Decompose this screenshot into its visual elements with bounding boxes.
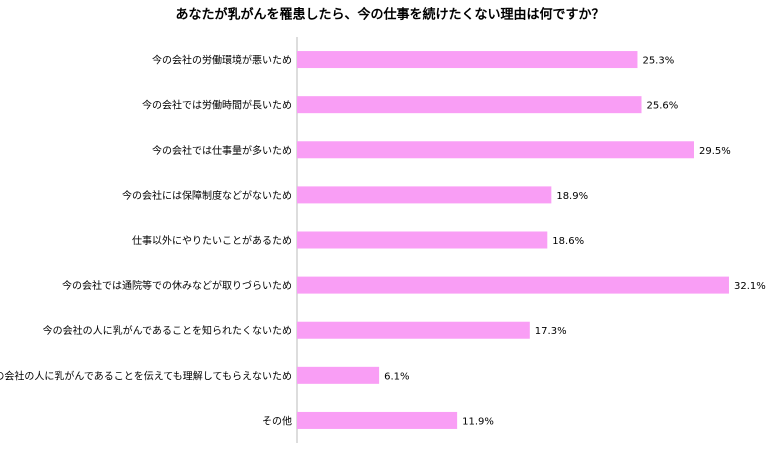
value-label: 29.5%: [699, 146, 731, 157]
category-label: その他: [262, 414, 292, 427]
category-label: 今の会社の人に乳がんであることを知られたくないため: [43, 324, 292, 337]
bar: [297, 231, 548, 249]
category-label: 今の会社には保障制度などがないため: [122, 189, 292, 202]
value-label: 32.1%: [734, 281, 766, 292]
value-label: 25.6%: [647, 101, 679, 112]
bar: [297, 51, 638, 69]
value-label: 11.9%: [462, 416, 494, 427]
category-label: 今の会社の労働環境が悪いため: [152, 54, 292, 67]
value-label: 18.9%: [556, 191, 588, 202]
category-label: 今の会社では労働時間が長いため: [142, 99, 292, 112]
bar: [297, 276, 729, 294]
bar: [297, 186, 552, 204]
bar: [297, 321, 530, 339]
bar: [297, 411, 458, 429]
bar: [297, 141, 694, 159]
category-label: 今の会社では仕事量が多いため: [152, 144, 292, 157]
value-label: 25.3%: [642, 56, 674, 67]
value-label: 6.1%: [384, 371, 409, 382]
category-label: 仕事以外にやりたいことがあるため: [132, 234, 292, 247]
bar: [297, 366, 380, 384]
value-label: 17.3%: [535, 326, 567, 337]
value-label: 18.6%: [552, 236, 584, 247]
category-label: 今の会社では通院等での休みなどが取りづらいため: [62, 279, 292, 292]
category-label: 今の会社の人に乳がんであることを伝えても理解してもらえないため: [0, 369, 292, 382]
bar: [297, 96, 642, 114]
chart-title: あなたが乳がんを罹患したら、今の仕事を続けたくない理由は何ですか？: [175, 7, 604, 23]
